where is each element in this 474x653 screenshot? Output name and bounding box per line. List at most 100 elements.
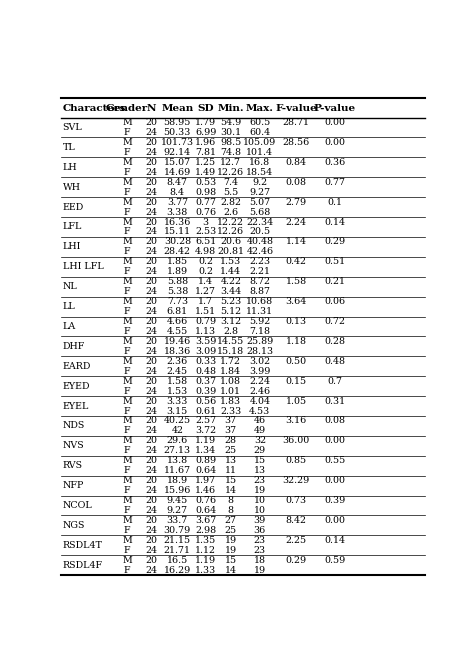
- Text: 36.00: 36.00: [283, 436, 310, 445]
- Text: 3.38: 3.38: [167, 208, 188, 217]
- Text: 19: 19: [254, 565, 266, 575]
- Text: 3.59: 3.59: [195, 337, 216, 346]
- Text: 3.33: 3.33: [167, 396, 188, 406]
- Text: EARD: EARD: [63, 362, 91, 371]
- Text: F: F: [124, 486, 130, 495]
- Text: 24: 24: [146, 287, 158, 296]
- Text: NCOL: NCOL: [63, 501, 92, 510]
- Text: 1.19: 1.19: [195, 556, 216, 565]
- Text: M: M: [122, 556, 132, 565]
- Text: 20.81: 20.81: [217, 247, 244, 257]
- Text: 19: 19: [225, 536, 237, 545]
- Text: 1.05: 1.05: [286, 396, 307, 406]
- Text: 8.87: 8.87: [249, 287, 270, 296]
- Text: 60.5: 60.5: [249, 118, 271, 127]
- Text: 2.36: 2.36: [167, 357, 188, 366]
- Text: 54.9: 54.9: [220, 118, 241, 127]
- Text: 11: 11: [225, 466, 237, 475]
- Text: 5.12: 5.12: [220, 307, 241, 316]
- Text: 20: 20: [146, 158, 158, 167]
- Text: LA: LA: [63, 322, 76, 331]
- Text: 32: 32: [254, 436, 266, 445]
- Text: 18.9: 18.9: [167, 476, 188, 485]
- Text: 1.34: 1.34: [195, 446, 216, 455]
- Text: LL: LL: [63, 302, 75, 311]
- Text: 1.97: 1.97: [195, 476, 216, 485]
- Text: 0.31: 0.31: [324, 396, 346, 406]
- Text: M: M: [122, 536, 132, 545]
- Text: 1.58: 1.58: [167, 377, 188, 386]
- Text: 8: 8: [228, 496, 234, 505]
- Text: 6.51: 6.51: [195, 238, 216, 246]
- Text: 20: 20: [146, 118, 158, 127]
- Text: 27.13: 27.13: [164, 446, 191, 455]
- Text: 16.5: 16.5: [167, 556, 188, 565]
- Text: 1.84: 1.84: [220, 367, 241, 375]
- Text: M: M: [122, 357, 132, 366]
- Text: 20: 20: [146, 238, 158, 246]
- Text: 24: 24: [146, 526, 158, 535]
- Text: 15.18: 15.18: [217, 347, 245, 356]
- Text: 7.73: 7.73: [167, 297, 188, 306]
- Text: 2.57: 2.57: [195, 417, 216, 426]
- Text: 20: 20: [146, 217, 158, 227]
- Text: 3.64: 3.64: [285, 297, 307, 306]
- Text: 15: 15: [225, 476, 237, 485]
- Text: 29: 29: [254, 446, 266, 455]
- Text: 9.27: 9.27: [249, 187, 270, 197]
- Text: 0.84: 0.84: [286, 158, 307, 167]
- Text: LHI LFL: LHI LFL: [63, 263, 103, 271]
- Text: 0.64: 0.64: [195, 506, 216, 515]
- Text: F: F: [124, 128, 130, 137]
- Text: 2.23: 2.23: [249, 257, 270, 266]
- Text: 3.16: 3.16: [285, 417, 307, 426]
- Text: 1.46: 1.46: [195, 486, 216, 495]
- Text: M: M: [122, 138, 132, 147]
- Text: 21.15: 21.15: [164, 536, 191, 545]
- Text: 0.37: 0.37: [195, 377, 216, 386]
- Text: SD: SD: [197, 104, 214, 112]
- Text: 0.72: 0.72: [324, 317, 345, 326]
- Text: 0.06: 0.06: [324, 297, 346, 306]
- Text: 0.77: 0.77: [195, 198, 216, 206]
- Text: 40.48: 40.48: [246, 238, 273, 246]
- Text: 3.72: 3.72: [195, 426, 216, 436]
- Text: 18.54: 18.54: [246, 168, 273, 177]
- Text: M: M: [122, 118, 132, 127]
- Text: 0.56: 0.56: [195, 396, 216, 406]
- Text: 1.83: 1.83: [220, 396, 241, 406]
- Text: 23: 23: [254, 546, 266, 555]
- Text: 101.73: 101.73: [161, 138, 194, 147]
- Text: M: M: [122, 198, 132, 206]
- Text: 16.36: 16.36: [164, 217, 191, 227]
- Text: 1.19: 1.19: [195, 436, 216, 445]
- Text: 1.85: 1.85: [167, 257, 188, 266]
- Text: 5.23: 5.23: [220, 297, 241, 306]
- Text: 13: 13: [254, 466, 266, 475]
- Text: 20: 20: [146, 317, 158, 326]
- Text: 20: 20: [146, 198, 158, 206]
- Text: 42: 42: [172, 426, 183, 436]
- Text: 0.1: 0.1: [327, 198, 342, 206]
- Text: 32.29: 32.29: [283, 476, 310, 485]
- Text: 20: 20: [146, 257, 158, 266]
- Text: 23: 23: [254, 476, 266, 485]
- Text: 8.4: 8.4: [170, 187, 185, 197]
- Text: M: M: [122, 217, 132, 227]
- Text: 1.35: 1.35: [195, 536, 216, 545]
- Text: Mean: Mean: [161, 104, 193, 112]
- Text: 11.31: 11.31: [246, 307, 273, 316]
- Text: 14.69: 14.69: [164, 168, 191, 177]
- Text: 10: 10: [254, 496, 266, 505]
- Text: 13: 13: [225, 456, 237, 465]
- Text: 1.53: 1.53: [167, 387, 188, 396]
- Text: 14.55: 14.55: [217, 337, 245, 346]
- Text: 8: 8: [228, 506, 234, 515]
- Text: 15.96: 15.96: [164, 486, 191, 495]
- Text: 4.66: 4.66: [167, 317, 188, 326]
- Text: 2.46: 2.46: [249, 387, 270, 396]
- Text: 0.08: 0.08: [324, 417, 345, 426]
- Text: M: M: [122, 178, 132, 187]
- Text: 13.8: 13.8: [167, 456, 188, 465]
- Text: 1.44: 1.44: [220, 267, 241, 276]
